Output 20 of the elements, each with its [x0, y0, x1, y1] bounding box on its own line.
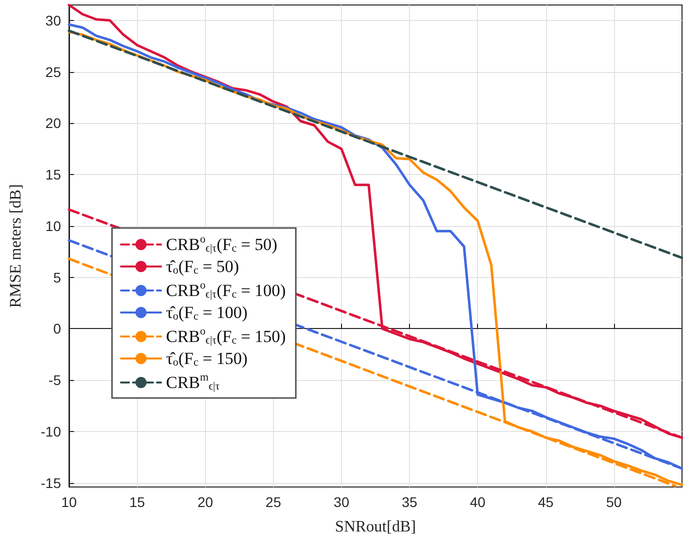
x-tick-label: 35 [402, 494, 418, 510]
y-tick-label: -5 [48, 372, 62, 388]
y-tick-label: -10 [40, 424, 62, 440]
y-tick-label: 0 [53, 320, 62, 337]
y-tick-label: 20 [45, 115, 62, 132]
y-axis-title: RMSE meters [dB] [8, 184, 24, 308]
x-tick-label: 25 [266, 494, 282, 510]
y-tick-label: 25 [45, 64, 62, 80]
x-tick-label: 30 [334, 494, 350, 510]
x-tick-label: 50 [606, 494, 622, 510]
x-axis-title: SNRout[dB] [335, 518, 416, 536]
x-tick-label: 20 [197, 494, 214, 510]
x-tick-label: 40 [470, 494, 486, 510]
x-tick-label: 15 [129, 494, 146, 510]
y-tick-label: 15 [45, 166, 62, 183]
y-tick-label: -15 [40, 474, 62, 491]
y-tick-label: 10 [45, 218, 62, 234]
y-tick-label: 30 [45, 12, 62, 28]
y-tick-label: 5 [53, 269, 62, 286]
x-tick-label: 45 [538, 494, 554, 510]
